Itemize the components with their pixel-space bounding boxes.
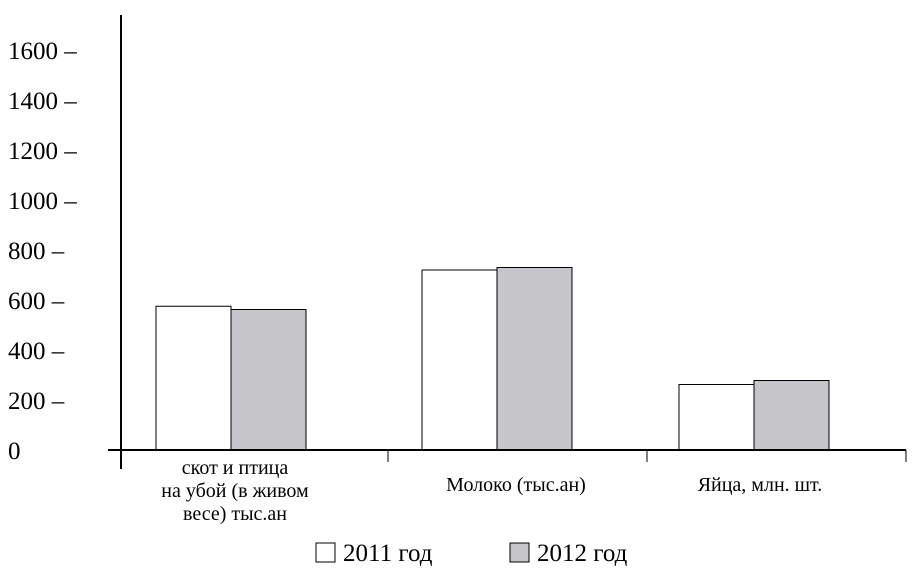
y-tick-label: 1600 –: [8, 38, 77, 65]
legend-label-2012: 2012 год: [537, 540, 628, 567]
bar-2012-cat-3: [753, 380, 830, 451]
legend-swatch-2012: [509, 542, 530, 563]
category-labels: скот и птица на убой (в живом весе) тыс.ан…: [161, 457, 822, 525]
y-tick-label: 1000 –: [8, 188, 77, 215]
y-tick-label: 800 –: [8, 238, 65, 265]
y-tick-label: 0: [8, 438, 21, 465]
y-tick-label: 400 –: [8, 338, 65, 365]
bar-2011-cat-1: [155, 305, 232, 451]
x-category-label: Яйца, млн. шт.: [698, 474, 823, 496]
y-tick-label: 1400 –: [8, 88, 77, 115]
legend-swatch-2011: [315, 542, 336, 563]
bar-2012-cat-1: [230, 309, 307, 451]
legend: 2011 год 2012 год: [315, 540, 628, 567]
y-tick-label: 200 –: [8, 388, 65, 415]
y-tick-label: 600 –: [8, 288, 65, 315]
bar-2011-cat-3: [678, 384, 755, 451]
x-category-label: скот и птица на убой (в живом весе) тыс.ан: [161, 457, 309, 525]
bars: [155, 267, 830, 451]
x-axis-ticks: [387, 450, 907, 462]
bar-2011-cat-2: [421, 269, 498, 451]
y-axis-ticks: 0 200 – 400 – 600 – 800 – 1000 – 1200 – 1400 – 1…: [8, 38, 77, 465]
legend-label-2011: 2011 год: [343, 540, 433, 567]
y-tick-label: 1200 –: [8, 138, 77, 165]
bar-2012-cat-2: [496, 267, 573, 451]
x-category-label: Молоко (тыс.ан): [446, 474, 586, 496]
